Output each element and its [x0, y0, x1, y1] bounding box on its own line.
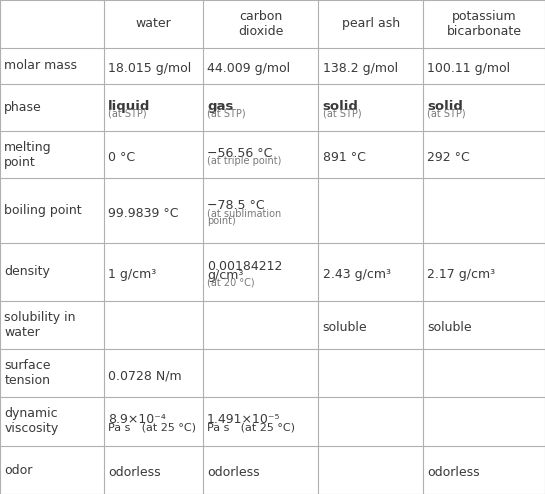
Text: 0.00184212: 0.00184212	[207, 260, 282, 273]
Text: 18.015 g/mol: 18.015 g/mol	[108, 62, 191, 75]
Text: odorless: odorless	[207, 466, 260, 479]
Text: Pa s  (at 25 °C): Pa s (at 25 °C)	[207, 422, 295, 433]
Text: 100.11 g/mol: 100.11 g/mol	[427, 62, 511, 75]
Text: 891 °C: 891 °C	[323, 151, 366, 164]
Text: carbon
dioxide: carbon dioxide	[238, 10, 283, 38]
Text: molar mass: molar mass	[4, 59, 77, 73]
Text: g/cm³: g/cm³	[207, 269, 244, 282]
Text: 2.17 g/cm³: 2.17 g/cm³	[427, 268, 495, 281]
Text: odor: odor	[4, 463, 33, 477]
Text: 99.9839 °C: 99.9839 °C	[108, 207, 178, 220]
Text: soluble: soluble	[427, 321, 472, 334]
Text: potassium
bicarbonate: potassium bicarbonate	[446, 10, 522, 38]
Text: −56.56 °C: −56.56 °C	[207, 147, 272, 160]
Text: density: density	[4, 265, 50, 278]
Text: 2.43 g/cm³: 2.43 g/cm³	[323, 268, 391, 281]
Text: 0.0728 N/m: 0.0728 N/m	[108, 369, 181, 382]
Text: −78.5 °C: −78.5 °C	[207, 199, 265, 212]
Text: 44.009 g/mol: 44.009 g/mol	[207, 62, 290, 75]
Text: solubility in
water: solubility in water	[4, 311, 76, 339]
Text: pearl ash: pearl ash	[342, 17, 399, 31]
Text: (at sublimation: (at sublimation	[207, 208, 281, 218]
Text: (at 20 °C): (at 20 °C)	[207, 278, 255, 288]
Text: point): point)	[207, 216, 236, 226]
Text: dynamic
viscosity: dynamic viscosity	[4, 408, 59, 435]
Text: 292 °C: 292 °C	[427, 151, 470, 164]
Text: odorless: odorless	[108, 466, 161, 479]
Text: water: water	[135, 17, 171, 31]
Text: (at triple point): (at triple point)	[207, 156, 281, 166]
Text: solid: solid	[323, 100, 359, 113]
Text: 1.491×10⁻⁵: 1.491×10⁻⁵	[207, 413, 281, 426]
Text: surface
tension: surface tension	[4, 359, 51, 387]
Text: phase: phase	[4, 101, 42, 114]
Text: melting
point: melting point	[4, 141, 52, 168]
Text: liquid: liquid	[108, 100, 150, 113]
Text: (at STP): (at STP)	[323, 109, 361, 119]
Text: solid: solid	[427, 100, 463, 113]
Text: 1 g/cm³: 1 g/cm³	[108, 268, 156, 281]
Text: (at STP): (at STP)	[427, 109, 466, 119]
Text: 0 °C: 0 °C	[108, 151, 135, 164]
Text: boiling point: boiling point	[4, 204, 82, 217]
Text: (at STP): (at STP)	[207, 109, 246, 119]
Text: (at STP): (at STP)	[108, 109, 147, 119]
Text: odorless: odorless	[427, 466, 480, 479]
Text: gas: gas	[207, 100, 233, 113]
Text: 8.9×10⁻⁴: 8.9×10⁻⁴	[108, 413, 166, 426]
Text: soluble: soluble	[323, 321, 367, 334]
Text: Pa s  (at 25 °C): Pa s (at 25 °C)	[108, 422, 196, 433]
Text: 138.2 g/mol: 138.2 g/mol	[323, 62, 398, 75]
